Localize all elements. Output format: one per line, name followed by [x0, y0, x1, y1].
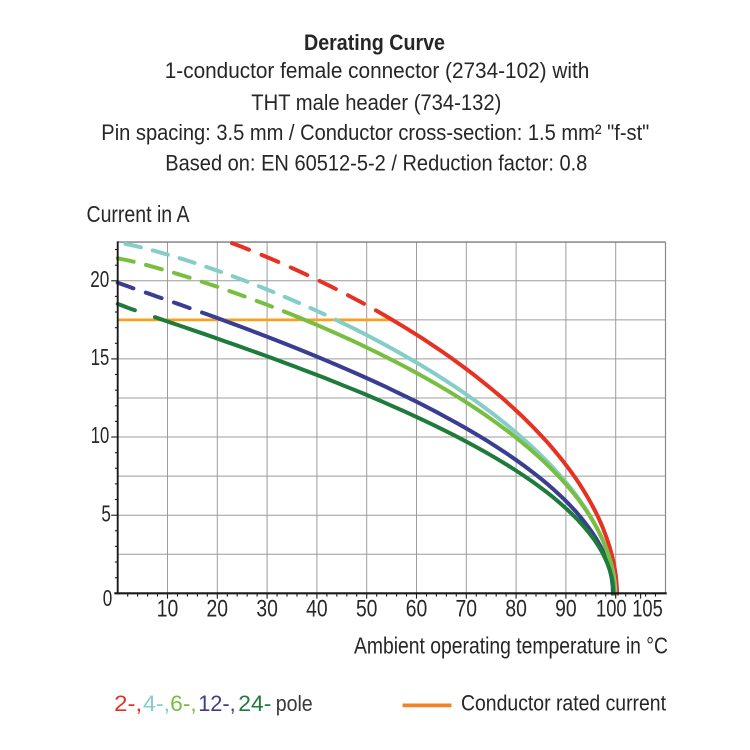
svg-text:40: 40 — [306, 597, 328, 623]
svg-text:Conductor rated current: Conductor rated current — [461, 691, 667, 716]
svg-text:12-,: 12-, — [198, 691, 236, 716]
svg-text:Pin spacing: 3.5 mm / Conducto: Pin spacing: 3.5 mm / Conductor cross-se… — [101, 120, 649, 145]
svg-text:10: 10 — [157, 597, 179, 623]
svg-text:10: 10 — [91, 422, 110, 448]
svg-text:80: 80 — [505, 597, 527, 623]
svg-text:5: 5 — [101, 500, 111, 526]
svg-text:Derating Curve: Derating Curve — [304, 30, 445, 55]
svg-text:1-conductor female connector (: 1-conductor female connector (2734-102) … — [165, 58, 590, 83]
svg-text:2-,: 2-, — [114, 691, 142, 716]
svg-text:4-,: 4-, — [143, 691, 170, 716]
svg-text:15: 15 — [91, 344, 110, 370]
svg-text:30: 30 — [256, 597, 278, 623]
svg-text:0: 0 — [103, 585, 113, 611]
svg-text:60: 60 — [406, 597, 428, 623]
svg-text:70: 70 — [456, 597, 478, 623]
svg-text:Ambient operating temperature: Ambient operating temperature in °C — [354, 633, 668, 659]
svg-text:100: 100 — [596, 597, 627, 623]
svg-text:24-: 24- — [238, 691, 271, 716]
svg-text:6-,: 6-, — [170, 691, 197, 716]
svg-text:Based on: EN 60512-5-2 / Reduc: Based on: EN 60512-5-2 / Reduction facto… — [165, 151, 587, 176]
svg-text:50: 50 — [356, 597, 378, 623]
svg-text:90: 90 — [555, 597, 577, 623]
svg-text:Current in A: Current in A — [87, 201, 191, 227]
svg-text:105: 105 — [632, 597, 663, 623]
svg-text:THT male header (734-132): THT male header (734-132) — [251, 90, 501, 115]
svg-text:pole: pole — [276, 691, 313, 716]
svg-text:20: 20 — [207, 597, 229, 623]
svg-text:20: 20 — [90, 266, 109, 292]
